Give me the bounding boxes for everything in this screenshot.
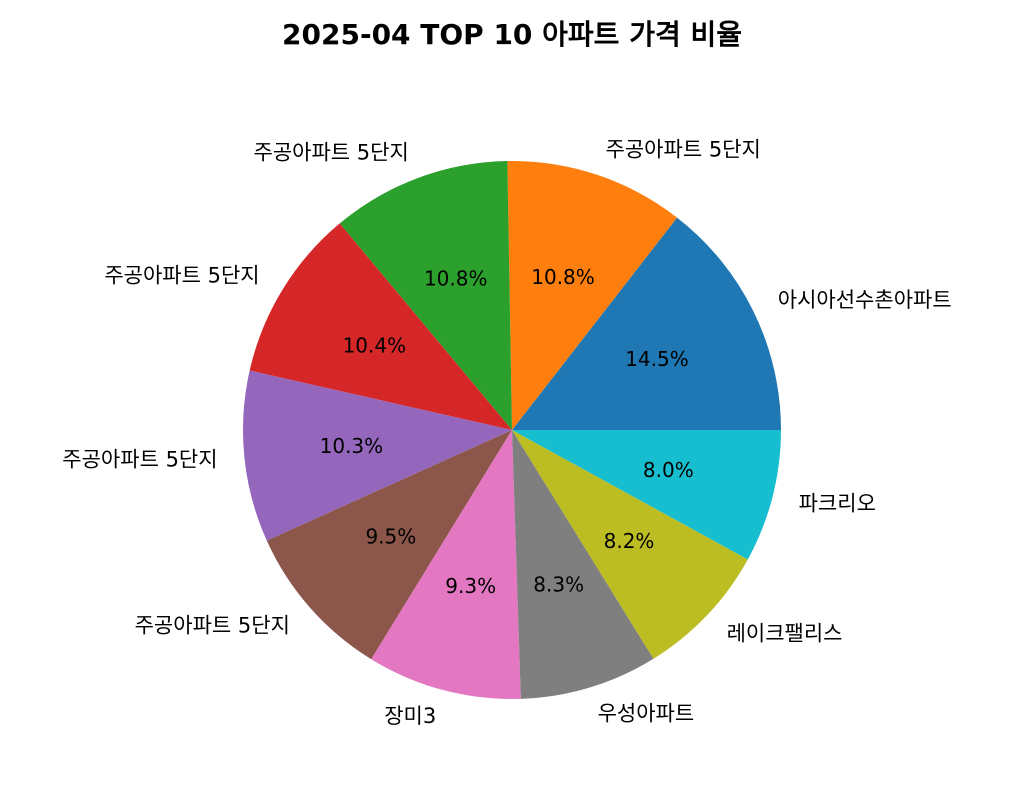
pie-slice <box>266 430 512 660</box>
slice-percentage-label: 14.5% <box>625 347 689 371</box>
slice-category-label: 주공아파트 5단지 <box>254 141 409 165</box>
slice-category-label: 주공아파트 5단지 <box>606 137 761 161</box>
slice-category-label: 주공아파트 5단지 <box>62 448 217 472</box>
pie-slice <box>339 161 512 430</box>
pie-slice <box>242 370 512 541</box>
chart-title: 2025-04 TOP 10 아파트 가격 비율 <box>282 18 742 51</box>
slice-percentage-label: 10.4% <box>343 334 407 358</box>
percentage-labels: 14.5% 10.8% 10.8% 10.4% 10.3% 9.5% 9.3% 8.3% 8.2… <box>320 265 694 598</box>
pie-slice <box>512 217 781 430</box>
slice-percentage-label: 10.3% <box>320 434 384 458</box>
pie-slice <box>512 430 654 699</box>
slice-category-label: 레이크팰리스 <box>727 622 843 646</box>
slice-percentage-label: 8.3% <box>533 573 584 597</box>
slice-category-label: 파크리오 <box>799 492 876 516</box>
pie-slice <box>512 430 748 659</box>
slice-category-label: 주공아파트 5단지 <box>104 264 259 288</box>
slice-category-label: 장미3 <box>384 704 436 728</box>
pie-slice <box>249 223 512 430</box>
slice-percentage-label: 9.3% <box>445 574 496 598</box>
pie-slice <box>371 430 521 699</box>
slice-percentage-label: 8.0% <box>643 458 694 482</box>
slice-percentage-label: 9.5% <box>365 525 416 549</box>
slice-percentage-label: 10.8% <box>424 267 488 291</box>
pie-slice <box>507 161 678 430</box>
pie-slices <box>242 161 781 699</box>
slice-category-label: 아시아선수촌아파트 <box>778 288 952 312</box>
slice-percentage-label: 10.8% <box>531 265 595 289</box>
pie-slice <box>512 430 781 560</box>
slice-category-label: 우성아파트 <box>598 701 695 725</box>
slice-category-label: 주공아파트 5단지 <box>135 614 290 638</box>
slice-percentage-label: 8.2% <box>604 529 655 553</box>
